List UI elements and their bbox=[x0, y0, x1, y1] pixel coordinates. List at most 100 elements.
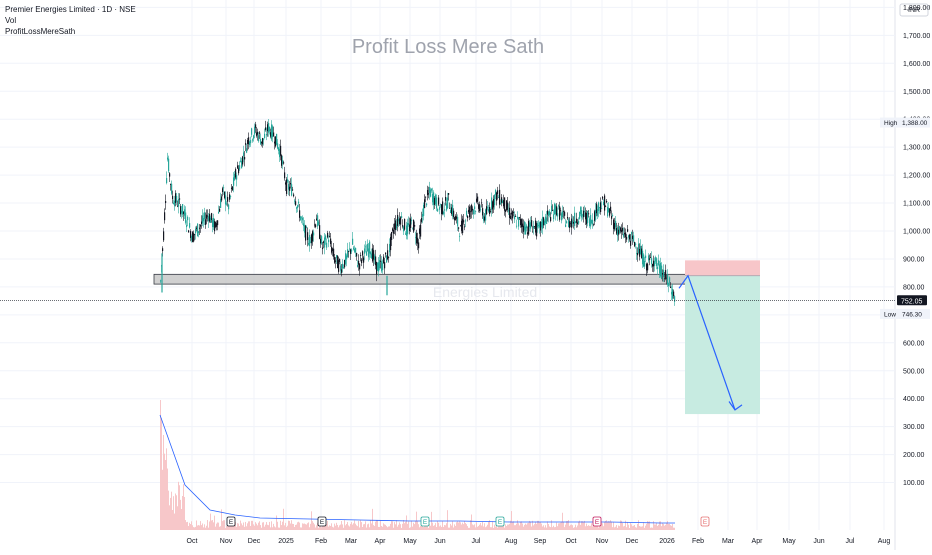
volume-bar bbox=[460, 522, 461, 530]
volume-bar bbox=[608, 521, 609, 530]
volume-bar bbox=[492, 521, 493, 530]
custom-indicator-label[interactable]: ProfitLossMereSath bbox=[5, 27, 76, 36]
volume-bar bbox=[183, 484, 184, 530]
candle-body bbox=[606, 200, 608, 203]
volume-bar bbox=[281, 525, 282, 530]
candle-body bbox=[253, 135, 255, 139]
candle-body bbox=[601, 207, 603, 209]
candle-body bbox=[327, 232, 329, 238]
earnings-event-icon[interactable]: E bbox=[226, 516, 236, 527]
volume-bar bbox=[525, 523, 526, 530]
volume-bar bbox=[543, 525, 544, 530]
candle-body bbox=[402, 225, 404, 227]
candle-body bbox=[456, 216, 458, 219]
volume-bar bbox=[662, 523, 663, 530]
volume-bar bbox=[293, 524, 294, 530]
x-tick-label: May bbox=[782, 538, 796, 545]
candle-body bbox=[428, 193, 430, 195]
volume-bar bbox=[565, 524, 566, 530]
volume-indicator-label[interactable]: Vol bbox=[5, 16, 17, 25]
candle-body bbox=[477, 196, 479, 202]
candle-body bbox=[267, 124, 269, 132]
volume-bar bbox=[308, 522, 309, 530]
support-zone-rect bbox=[153, 273, 718, 285]
candle-body bbox=[276, 133, 278, 145]
candle-body bbox=[630, 240, 632, 246]
candle-body bbox=[662, 272, 664, 275]
current-price-tag[interactable]: 752.05 bbox=[897, 295, 927, 306]
candle-body bbox=[656, 258, 658, 266]
candle-body bbox=[310, 241, 312, 243]
volume-bar bbox=[669, 523, 670, 530]
candle-body bbox=[641, 248, 643, 259]
candle-body bbox=[604, 195, 606, 211]
earnings-event-icon[interactable]: E bbox=[700, 516, 710, 527]
candle-body bbox=[616, 228, 618, 234]
candle-body bbox=[413, 220, 415, 232]
volume-bar bbox=[588, 525, 589, 530]
candle-body bbox=[317, 215, 319, 227]
candle-body bbox=[575, 221, 577, 223]
volume-bar bbox=[219, 526, 220, 530]
candle-body bbox=[566, 221, 568, 224]
volume-bar bbox=[656, 522, 657, 530]
candle-body bbox=[628, 235, 630, 238]
volume-bar bbox=[238, 523, 239, 530]
volume-bar bbox=[331, 523, 332, 530]
candle-body bbox=[515, 216, 517, 217]
candle-body bbox=[258, 135, 260, 142]
candle-body bbox=[387, 250, 389, 260]
candle-body bbox=[437, 208, 439, 212]
candle-body bbox=[591, 220, 593, 224]
candle-body bbox=[652, 263, 654, 267]
volume-bar bbox=[574, 527, 575, 530]
earnings-event-icon[interactable]: E bbox=[495, 516, 505, 527]
volume-bar bbox=[395, 524, 396, 530]
candle-body bbox=[292, 189, 294, 191]
candle-body bbox=[531, 220, 533, 227]
earnings-event-icon[interactable]: E bbox=[317, 516, 327, 527]
candle-body bbox=[243, 152, 245, 157]
volume-bar bbox=[404, 523, 405, 530]
volume-bar bbox=[346, 523, 347, 530]
candle-body bbox=[645, 255, 647, 259]
earnings-event-icon[interactable]: E bbox=[592, 516, 602, 527]
candle-body bbox=[261, 141, 263, 144]
candle-body bbox=[462, 218, 464, 234]
volume-bar bbox=[344, 520, 345, 530]
volume-bar bbox=[674, 527, 675, 530]
volume-bar bbox=[236, 526, 237, 530]
earnings-event-icon[interactable]: E bbox=[420, 516, 430, 527]
volume-bar bbox=[617, 527, 618, 530]
candle-body bbox=[291, 184, 293, 196]
candle-body bbox=[625, 232, 627, 238]
volume-bar bbox=[166, 448, 167, 530]
volume-bar bbox=[661, 526, 662, 530]
candle-body bbox=[463, 220, 465, 223]
candle-body bbox=[225, 195, 227, 205]
volume-bar bbox=[195, 526, 196, 530]
candle-body bbox=[615, 220, 617, 228]
candle-body bbox=[495, 190, 497, 195]
volume-bar bbox=[407, 523, 408, 530]
volume-bar bbox=[254, 525, 255, 530]
candle-body bbox=[184, 209, 186, 216]
candle-body bbox=[520, 218, 522, 226]
volume-bar bbox=[220, 526, 221, 530]
candle-body bbox=[562, 211, 564, 217]
candle-body bbox=[216, 223, 218, 227]
x-tick-label: Oct bbox=[187, 538, 198, 545]
volume-bar bbox=[665, 524, 666, 530]
candle-body bbox=[536, 223, 538, 237]
candle-body bbox=[465, 220, 467, 222]
candle-body bbox=[407, 222, 409, 235]
candle-body bbox=[543, 217, 545, 226]
volume-bar bbox=[318, 527, 319, 530]
candle-body bbox=[635, 243, 637, 245]
volume-bar bbox=[644, 527, 645, 530]
candle-body bbox=[361, 259, 363, 264]
volume-bar bbox=[673, 527, 674, 530]
volume-bar bbox=[519, 525, 520, 530]
